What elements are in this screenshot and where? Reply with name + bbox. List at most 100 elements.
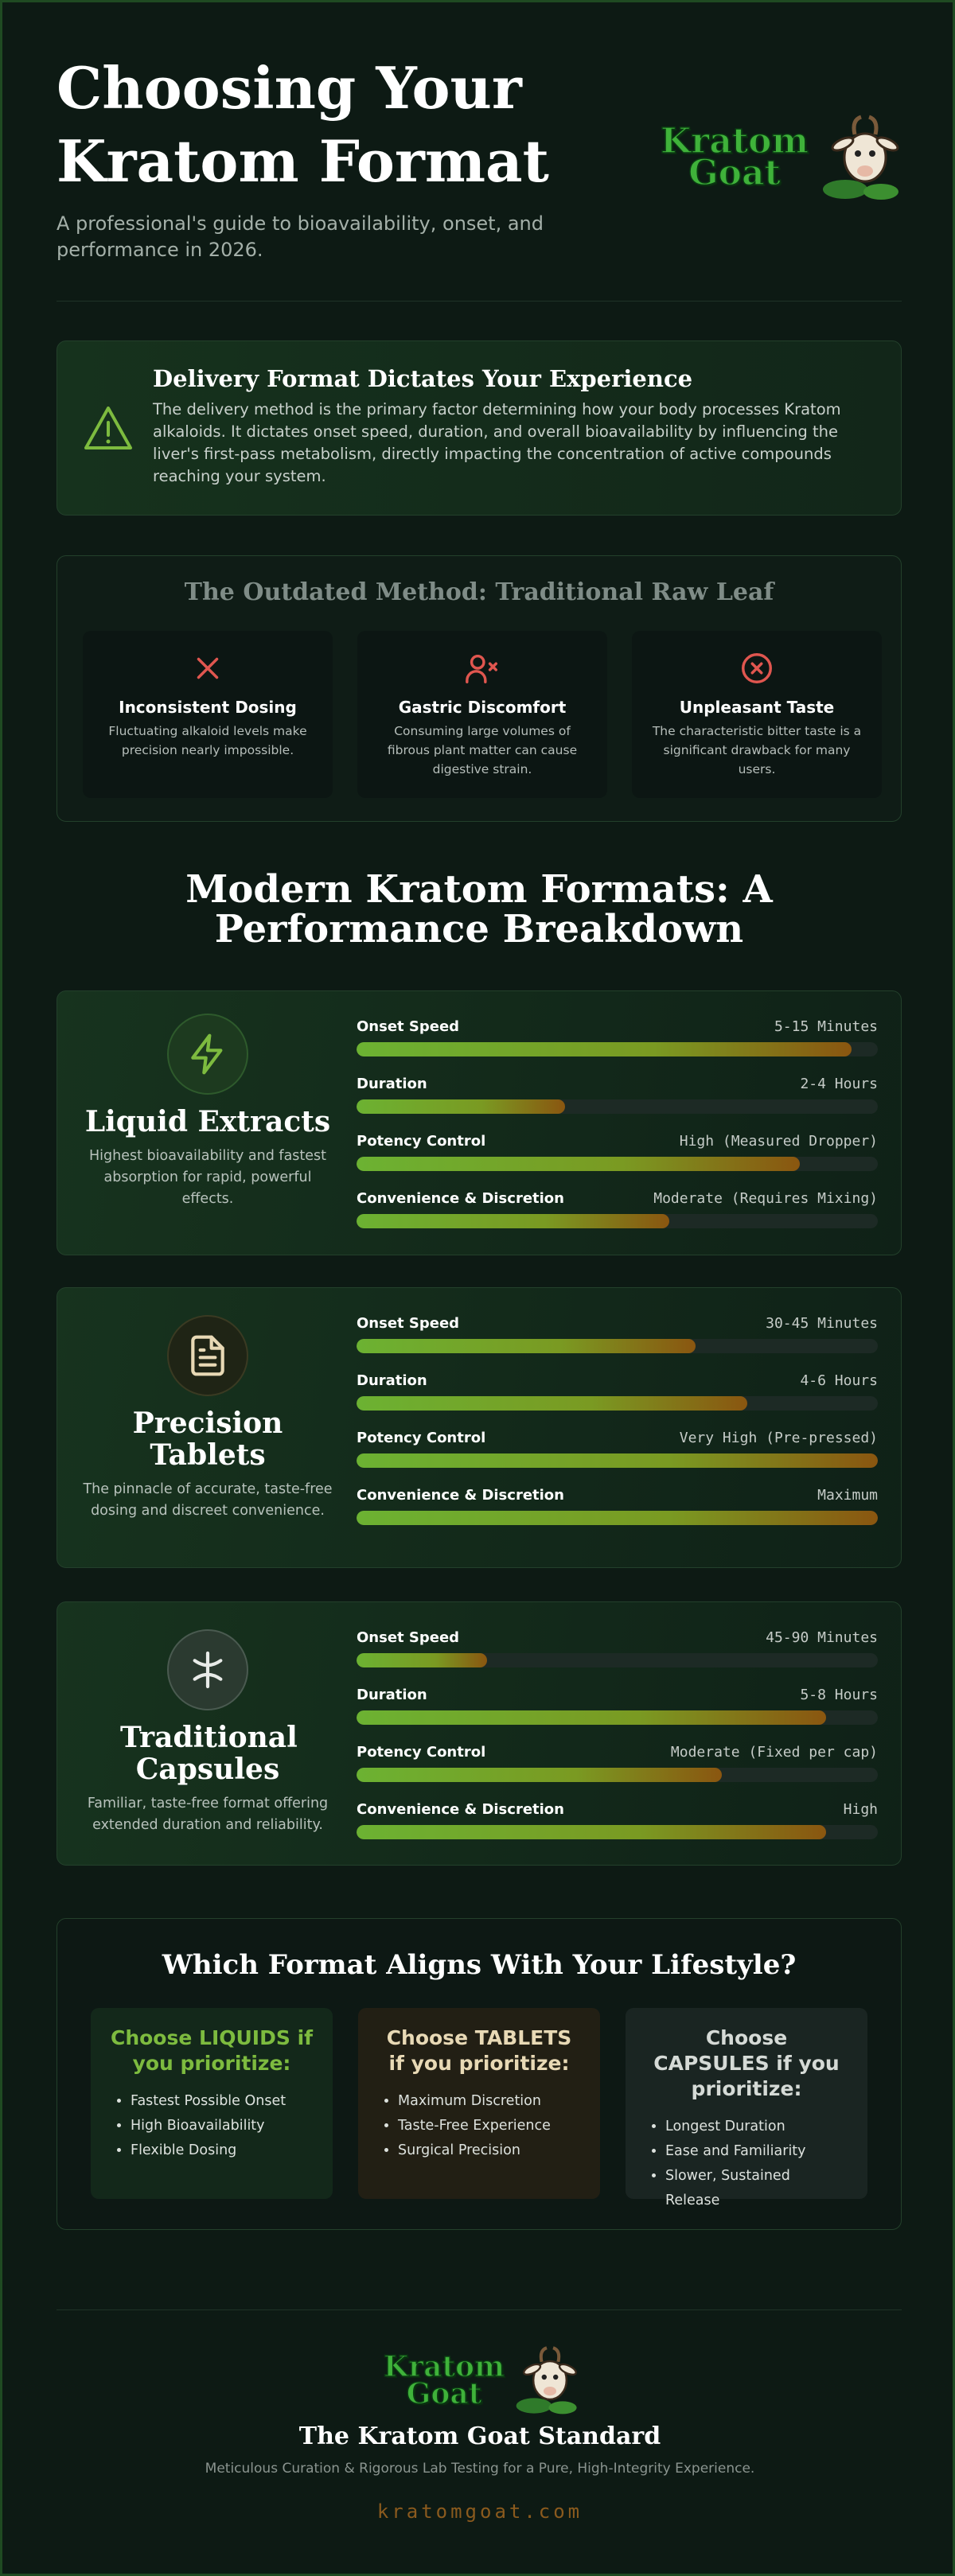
- choice-list: Fastest Possible OnsetHigh Bioavailabili…: [110, 2089, 314, 2163]
- lifestyle-section: Which Format Aligns With Your Lifestyle?…: [57, 1918, 902, 2230]
- metric: Potency Control Very High (Pre-pressed): [357, 1430, 878, 1477]
- bar-fill: [357, 1214, 669, 1228]
- section-title: The Outdated Method: Traditional Raw Lea…: [184, 578, 774, 606]
- choice-card: Choose CAPSULES if you prioritize: Longes…: [626, 2008, 867, 2208]
- bar-track: [357, 1042, 878, 1056]
- logo-text: Kratom Goat: [660, 121, 809, 193]
- choice-item: Slower, Sustained Release: [665, 2164, 848, 2213]
- metric: Onset Speed 30-45 Minutes: [357, 1315, 878, 1363]
- bar-fill: [357, 1511, 878, 1525]
- bar-track: [357, 1396, 878, 1411]
- metric-value: Maximum: [817, 1487, 878, 1504]
- metric-label: Duration: [357, 1076, 427, 1092]
- bar-fill: [357, 1710, 826, 1725]
- bar-fill: [357, 1099, 565, 1114]
- footer-logo: Kratom Goat: [376, 2345, 579, 2415]
- metric: Duration 2-4 Hours: [357, 1076, 878, 1123]
- metric-value: Moderate (Requires Mixing): [653, 1190, 878, 1207]
- icon: [466, 654, 497, 683]
- metric-value: 4-6 Hours: [800, 1372, 878, 1389]
- footer-tagline: Meticulous Curation & Rigorous Lab Testi…: [205, 2461, 755, 2477]
- format-icon: [167, 1629, 248, 1710]
- bar-track: [357, 1099, 878, 1114]
- choice-item: Surgical Precision: [398, 2138, 581, 2163]
- choice-title: Choose TABLETS if you prioritize:: [386, 2026, 572, 2075]
- metric-label: Potency Control: [357, 1133, 486, 1150]
- choice-card: Choose TABLETS if you prioritize: Maximum…: [358, 2008, 600, 2199]
- format-card: Liquid Extracts Highest bioavailability a…: [57, 990, 902, 1255]
- format-card: Traditional Capsules Familiar, taste-free…: [57, 1601, 902, 1866]
- metric: Convenience & Discretion Maximum: [357, 1487, 878, 1535]
- choice-item: Longest Duration: [665, 2115, 848, 2139]
- metric: Onset Speed 45-90 Minutes: [357, 1629, 878, 1677]
- metric-value: 30-45 Minutes: [766, 1315, 878, 1332]
- icon: [197, 657, 219, 679]
- choice-item: Fastest Possible Onset: [131, 2089, 314, 2114]
- metric: Duration 5-8 Hours: [357, 1687, 878, 1734]
- problem-title: Inconsistent Dosing: [119, 698, 297, 717]
- metric-label: Onset Speed: [357, 1315, 460, 1332]
- format-name: Traditional Capsules: [120, 1721, 298, 1786]
- metric-value: High: [843, 1801, 878, 1818]
- metric-value: 2-4 Hours: [800, 1076, 878, 1092]
- metric-label: Potency Control: [357, 1430, 486, 1446]
- bar-track: [357, 1511, 878, 1525]
- problem-icon: [632, 631, 882, 688]
- problem-title: Unpleasant Taste: [679, 698, 835, 717]
- metric-value: 45-90 Minutes: [766, 1629, 878, 1646]
- choice-title: Choose CAPSULES if you prioritize:: [653, 2026, 840, 2100]
- metric-value: 5-8 Hours: [800, 1687, 878, 1703]
- metric: Onset Speed 5-15 Minutes: [357, 1018, 878, 1066]
- choice-list: Longest DurationEase and FamiliaritySlow…: [645, 2115, 848, 2213]
- warning-icon: [84, 407, 132, 449]
- choice-item: Ease and Familiarity: [665, 2139, 848, 2164]
- format-icon: [167, 1014, 248, 1095]
- logo: Kratom Goat: [651, 114, 901, 201]
- alert-text: The delivery method is the primary facto…: [153, 400, 841, 485]
- bar-track: [357, 1825, 878, 1839]
- icon: [191, 1335, 224, 1376]
- choice-item: Taste-Free Experience: [398, 2114, 581, 2138]
- choice-title: Choose LIQUIDS if you prioritize:: [110, 2026, 314, 2075]
- section-title: Modern Kratom Formats: A Performance Bre…: [185, 867, 773, 951]
- bar-track: [357, 1653, 878, 1667]
- page-title: Choosing Your Kratom Format: [57, 54, 549, 195]
- metric: Duration 4-6 Hours: [357, 1372, 878, 1420]
- bar-track: [357, 1453, 878, 1468]
- problem-card: Unpleasant Taste The characteristic bitte…: [632, 631, 882, 798]
- metric-label: Convenience & Discretion: [357, 1190, 564, 1207]
- metric-label: Convenience & Discretion: [357, 1487, 564, 1504]
- metric-value: High (Measured Dropper): [679, 1133, 878, 1150]
- metric-label: Duration: [357, 1372, 427, 1389]
- divider: [57, 2309, 902, 2310]
- problem-card: Inconsistent Dosing Fluctuating alkaloid …: [83, 631, 333, 798]
- format-summary: Precision Tablets The pinnacle of accurat…: [75, 1315, 341, 1522]
- choice-item: Flexible Dosing: [131, 2138, 314, 2163]
- metric-value: Moderate (Fixed per cap): [670, 1744, 878, 1761]
- footer-url[interactable]: kratomgoat.com: [376, 2500, 583, 2523]
- problem-text: Fluctuating alkaloid levels make precisi…: [108, 724, 307, 757]
- metric-label: Potency Control: [357, 1744, 486, 1761]
- alert-title: Delivery Format Dictates Your Experience: [153, 365, 693, 392]
- bar-fill: [357, 1157, 800, 1171]
- logo-text: Kratom Goat: [383, 2350, 505, 2411]
- bar-fill: [357, 1825, 826, 1839]
- goat-icon: [823, 115, 899, 200]
- problem-text: Consuming large volumes of fibrous plant…: [387, 724, 578, 776]
- bar-track: [357, 1710, 878, 1725]
- choice-item: Maximum Discretion: [398, 2089, 581, 2114]
- bar-fill: [357, 1453, 878, 1468]
- bar-fill: [357, 1339, 696, 1353]
- icon: [193, 1651, 223, 1689]
- footer-title: The Kratom Goat Standard: [298, 2422, 661, 2450]
- choice-card: Choose LIQUIDS if you prioritize: Fastest…: [91, 2008, 333, 2199]
- subtitle: A professional's guide to bioavailabilit…: [57, 212, 544, 261]
- icon: [191, 1033, 223, 1075]
- outdated-section: The Outdated Method: Traditional Raw Lea…: [57, 555, 902, 822]
- metric-label: Onset Speed: [357, 1629, 460, 1646]
- metric-value: 5-15 Minutes: [774, 1018, 878, 1035]
- metric-label: Duration: [357, 1687, 427, 1703]
- section-title: Which Format Aligns With Your Lifestyle?: [162, 1949, 797, 1981]
